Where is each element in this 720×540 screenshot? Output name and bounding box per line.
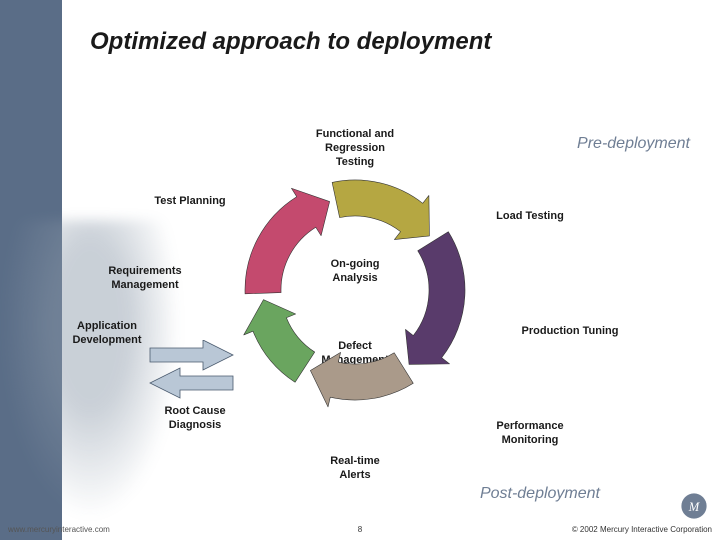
footer-copyright: © 2002 Mercury Interactive Corporation: [572, 525, 712, 534]
app-dev-arrows: [145, 340, 240, 400]
page-title: Optimized approach to deployment: [90, 28, 491, 56]
cycle-diagram: [185, 130, 525, 450]
logo-icon: M: [680, 492, 708, 520]
footer-url: www.mercuryinteractive.com: [8, 525, 110, 534]
section-post-deployment: Post-deployment: [480, 485, 600, 503]
footer-page-number: 8: [358, 525, 362, 534]
label-realtime-alerts: Real-timeAlerts: [300, 455, 410, 483]
svg-text:M: M: [688, 500, 701, 514]
section-pre-deployment: Pre-deployment: [577, 135, 690, 153]
